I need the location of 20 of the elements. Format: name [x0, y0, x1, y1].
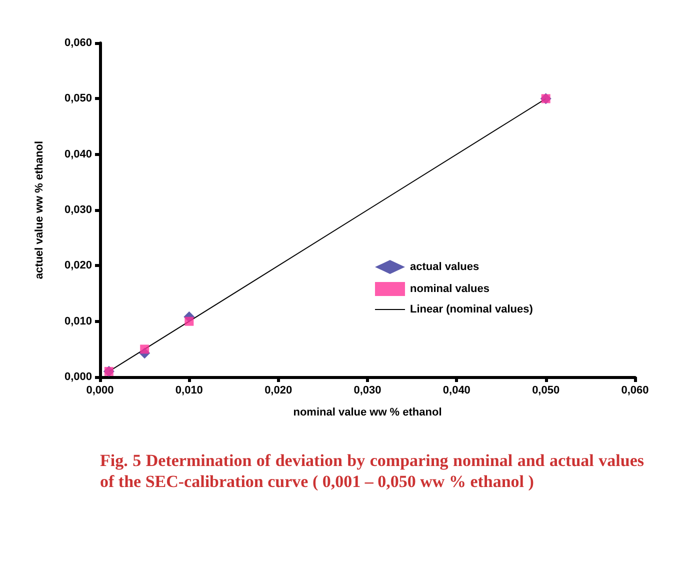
legend-label: nominal values [410, 283, 490, 295]
y-tick-label: 0,050 [64, 92, 92, 105]
x-tick-label: 0,020 [264, 384, 292, 396]
x-tick-label: 0,040 [442, 384, 470, 396]
x-tick-label: 0,060 [621, 384, 649, 396]
x-tick-label: 0,000 [86, 384, 114, 396]
caption: Fig. 5 Determination of deviation by comparing nominal and actual values of the SEC-calibration curve ( 0,001 – 0,050 ww % ethanol ) [100, 450, 644, 492]
y-tick-label: 0,010 [64, 315, 92, 328]
y-tick-label: 0,040 [64, 148, 92, 160]
x-axis-title: nominal value ww % ethanol [293, 406, 442, 418]
y-tick-label: 0,060 [64, 37, 92, 49]
legend-label: actual values [410, 261, 480, 273]
y-tick-label: 0,020 [64, 260, 92, 272]
y-axis-title: actuel value ww % ethanol [34, 140, 46, 280]
legend-label: Linear (nominal values) [410, 304, 534, 316]
x-tick-label: 0,050 [532, 384, 560, 396]
x-tick-label: 0,030 [354, 384, 382, 396]
x-tick-label: 0,010 [175, 384, 203, 396]
y-tick-label: 0,030 [64, 204, 92, 216]
y-tick-label: 0,000 [64, 371, 92, 383]
